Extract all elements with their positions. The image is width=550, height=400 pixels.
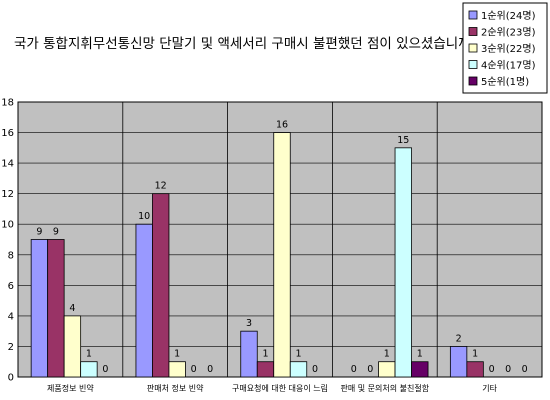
data-label: 2 bbox=[456, 333, 462, 344]
bar bbox=[135, 223, 153, 378]
legend-label: 4순위(17명) bbox=[481, 59, 536, 72]
data-label: 1 bbox=[417, 349, 423, 360]
legend-label: 3순위(22명) bbox=[481, 42, 536, 55]
data-label: 10 bbox=[138, 211, 150, 222]
legend: 1순위(24명) 2순위(23명) 3순위(22명) 4순위(17명) 5순위(1명) bbox=[462, 2, 548, 94]
y-tick-label: 0 bbox=[8, 373, 14, 384]
legend-swatch bbox=[468, 10, 478, 20]
data-label: 9 bbox=[53, 227, 59, 238]
y-tick-label: 18 bbox=[1, 98, 14, 109]
y-tick-label: 6 bbox=[8, 281, 14, 292]
legend-swatch bbox=[468, 27, 478, 36]
bar bbox=[256, 361, 275, 378]
data-label: 0 bbox=[102, 364, 108, 375]
legend-swatch bbox=[468, 76, 478, 86]
bar bbox=[240, 330, 258, 378]
data-label: 0 bbox=[312, 364, 318, 375]
data-label: 0 bbox=[505, 364, 511, 375]
data-label: 1 bbox=[472, 349, 478, 360]
y-tick-label: 2 bbox=[8, 342, 14, 353]
legend-label: 5순위(1명) bbox=[481, 75, 529, 88]
data-label: 0 bbox=[489, 364, 495, 375]
data-label: 0 bbox=[207, 364, 213, 375]
data-label: 0 bbox=[191, 364, 197, 375]
y-tick-label: 8 bbox=[8, 250, 14, 261]
y-tick-label: 10 bbox=[1, 220, 14, 231]
legend-label: 1순위(24명) bbox=[481, 9, 536, 22]
bar bbox=[394, 147, 412, 378]
category-label: 기타 bbox=[482, 384, 497, 393]
bar bbox=[63, 315, 82, 378]
data-label: 4 bbox=[69, 303, 75, 314]
category-label: 구매요청에 대한 대응이 느림 bbox=[232, 383, 328, 393]
category-label: 판매처 정보 빈약 bbox=[147, 383, 204, 393]
bar bbox=[152, 193, 170, 378]
category-label: 판매 및 문의처의 불친절함 bbox=[341, 383, 430, 393]
category-label: 제품정보 빈약 bbox=[47, 383, 94, 393]
data-label: 16 bbox=[276, 120, 288, 131]
bar bbox=[378, 361, 396, 378]
data-label: 3 bbox=[246, 318, 252, 329]
bar bbox=[449, 346, 468, 378]
data-label: 12 bbox=[155, 181, 167, 192]
data-label: 1 bbox=[86, 349, 92, 360]
y-tick-label: 14 bbox=[1, 159, 14, 170]
bar bbox=[411, 361, 429, 378]
bar bbox=[168, 361, 186, 378]
bar bbox=[30, 239, 49, 378]
legend-swatch bbox=[468, 43, 478, 53]
y-tick-label: 4 bbox=[8, 311, 14, 322]
data-label: 0 bbox=[367, 364, 373, 375]
data-label: 1 bbox=[295, 349, 301, 360]
y-tick-label: 16 bbox=[1, 128, 14, 139]
data-label: 0 bbox=[522, 364, 528, 375]
data-label: 1 bbox=[174, 349, 180, 360]
bar bbox=[466, 361, 484, 378]
data-label: 0 bbox=[351, 364, 357, 375]
data-label: 9 bbox=[36, 227, 42, 238]
chart-title: 국가 통합지휘무선통신망 단말기 및 액세서리 구매시 불편했던 점이 있으셨습… bbox=[14, 36, 478, 52]
legend-label: 2순위(23명) bbox=[481, 26, 536, 39]
bar bbox=[47, 239, 65, 378]
data-label: 1 bbox=[262, 349, 268, 360]
bar bbox=[80, 361, 98, 378]
bar bbox=[289, 361, 308, 378]
data-label: 15 bbox=[397, 135, 409, 146]
bar bbox=[273, 132, 291, 378]
legend-swatch bbox=[468, 60, 478, 69]
data-label: 1 bbox=[384, 349, 390, 360]
y-tick-label: 12 bbox=[1, 189, 14, 200]
